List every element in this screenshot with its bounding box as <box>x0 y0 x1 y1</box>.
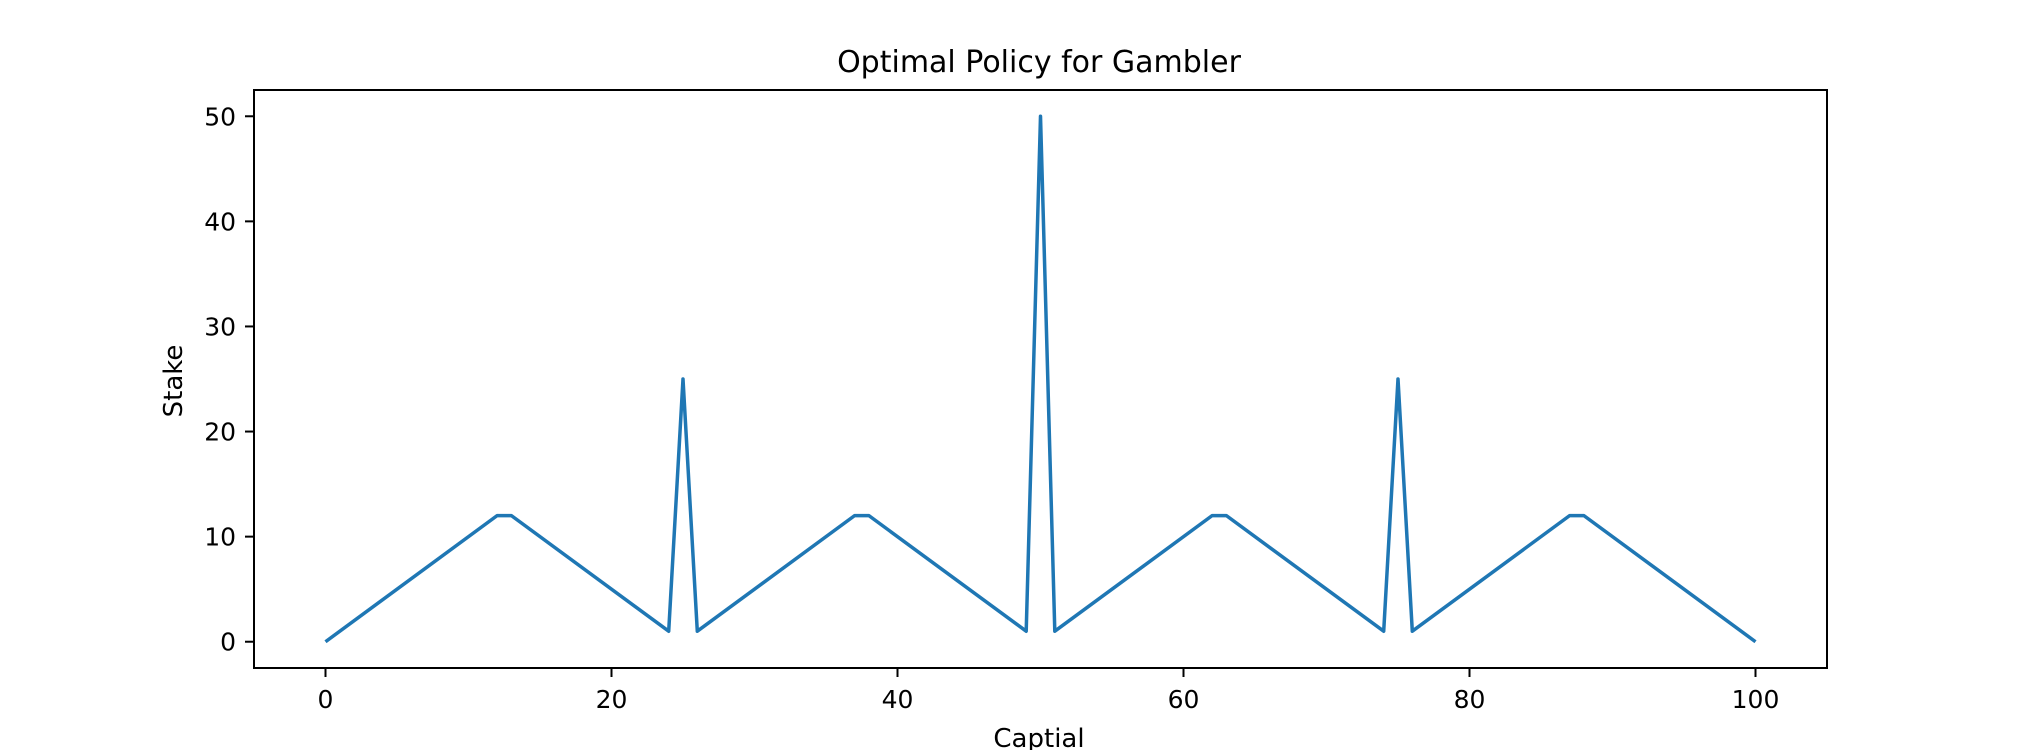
x-tick-label: 60 <box>1168 685 1200 714</box>
y-tick-label: 10 <box>204 523 236 552</box>
x-tick-label: 40 <box>882 685 914 714</box>
y-tick-label: 0 <box>220 628 236 657</box>
plot-frame <box>253 89 1828 669</box>
y-axis-label: Stake <box>159 345 189 418</box>
x-tick-label: 20 <box>596 685 628 714</box>
x-tick-label: 100 <box>1732 685 1780 714</box>
y-tick-label: 30 <box>204 312 236 341</box>
plot-area <box>324 114 1757 644</box>
y-axis: 0 10 20 30 40 50 <box>204 102 254 657</box>
x-axis: 0 20 40 60 80 100 <box>318 668 1780 714</box>
y-tick-label: 50 <box>204 102 236 131</box>
y-tick-label: 40 <box>204 207 236 236</box>
series-line <box>324 114 1757 644</box>
y-tick-label: 20 <box>204 418 236 447</box>
chart-title: Optimal Policy for Gambler <box>837 45 1242 80</box>
x-axis-label: Captial <box>993 724 1084 750</box>
x-tick-label: 0 <box>318 685 334 714</box>
x-tick-label: 80 <box>1454 685 1486 714</box>
